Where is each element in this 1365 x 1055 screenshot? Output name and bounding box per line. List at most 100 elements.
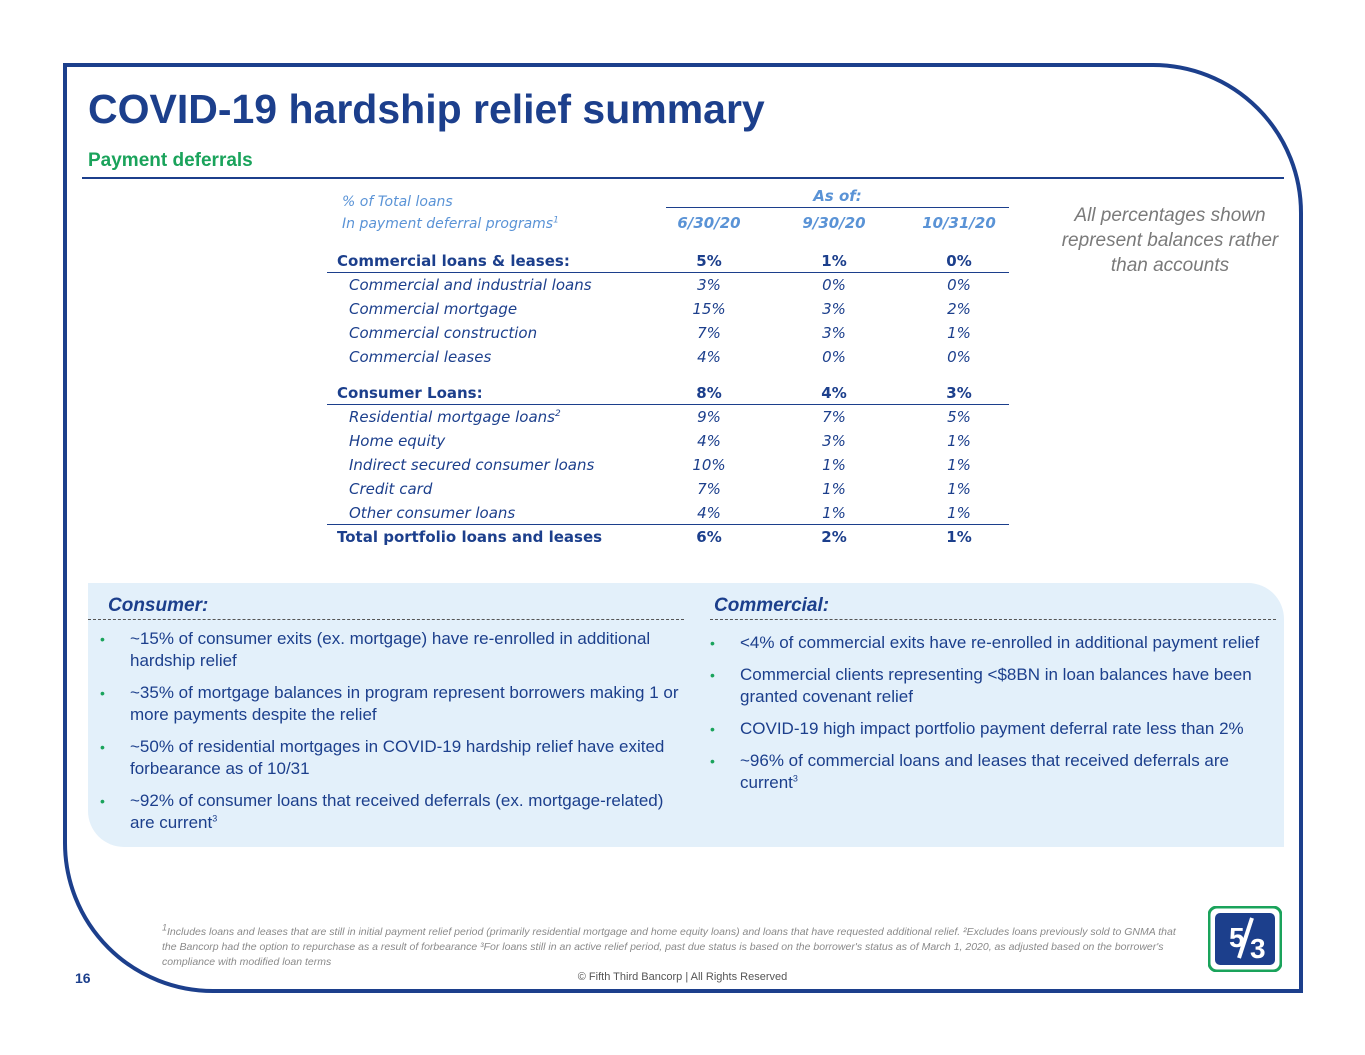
row-label-text: Commercial leases bbox=[349, 348, 492, 366]
bullet-dot-icon: • bbox=[100, 739, 105, 755]
row-value: 1% bbox=[947, 324, 971, 342]
row-label: Residential mortgage loans2 bbox=[349, 408, 561, 426]
row-value: 1% bbox=[947, 456, 971, 474]
row-label: Other consumer loans bbox=[349, 504, 515, 522]
row-value: 3% bbox=[822, 324, 846, 342]
bullet-text: Commercial clients representing <$8BN in… bbox=[740, 665, 1252, 706]
row-label: Commercial loans & leases: bbox=[337, 252, 570, 270]
bullet-dot-icon: • bbox=[710, 667, 715, 683]
summary-panel: Consumer: • ~15% of consumer exits (ex. m… bbox=[88, 583, 1284, 847]
slide-frame bbox=[63, 63, 1303, 993]
row-value: 0% bbox=[947, 276, 971, 294]
bullet-footnote-marker: 3 bbox=[792, 773, 798, 784]
row-value: 1% bbox=[822, 480, 846, 498]
bullet-text: ~50% of residential mortgages in COVID-1… bbox=[130, 737, 665, 778]
row-value: 4% bbox=[697, 432, 721, 450]
row-label-text: Home equity bbox=[349, 432, 446, 450]
row-value: 1% bbox=[947, 432, 971, 450]
row-value: 5% bbox=[947, 408, 971, 426]
bullet-text: ~96% of commercial loans and leases that… bbox=[740, 751, 1230, 792]
row-value: 7% bbox=[697, 324, 721, 342]
row-label: Credit card bbox=[349, 480, 432, 498]
table-row: Commercial loans & leases: 5% 1% 0% bbox=[327, 250, 1009, 273]
page-number: 16 bbox=[75, 970, 91, 986]
commercial-bullet: • COVID-19 high impact portfolio payment … bbox=[710, 718, 1276, 740]
row-value: 1% bbox=[947, 480, 971, 498]
consumer-bullet: • ~15% of consumer exits (ex. mortgage) h… bbox=[100, 628, 690, 672]
table-row: Commercial leases 4% 0% 0% bbox=[327, 346, 1009, 369]
row-value: 1% bbox=[821, 252, 847, 270]
row-value: 0% bbox=[822, 276, 846, 294]
table-row: Residential mortgage loans2 9% 7% 5% bbox=[327, 406, 1009, 429]
row-value: 6% bbox=[696, 528, 722, 546]
row-label: Consumer Loans: bbox=[337, 384, 483, 402]
bullet-footnote-marker: 3 bbox=[212, 813, 218, 824]
row-label: Commercial mortgage bbox=[349, 300, 517, 318]
row-value: 7% bbox=[822, 408, 846, 426]
commercial-bullet: • <4% of commercial exits have re-enrolle… bbox=[710, 632, 1276, 654]
commercial-title: Commercial: bbox=[714, 595, 830, 616]
row-value: 8% bbox=[696, 384, 722, 402]
bullet-text: ~92% of consumer loans that received def… bbox=[130, 791, 664, 832]
row-value: 0% bbox=[947, 348, 971, 366]
row-label-text: Commercial loans & leases: bbox=[337, 252, 570, 270]
copyright: © Fifth Third Bancorp | All Rights Reser… bbox=[577, 971, 788, 983]
table-row: Home equity 4% 3% 1% bbox=[327, 430, 1009, 453]
row-value: 2% bbox=[947, 300, 971, 318]
consumer-bullet: • ~92% of consumer loans that received de… bbox=[100, 790, 690, 834]
page-title: COVID-19 hardship relief summary bbox=[88, 86, 765, 132]
row-label-text: Residential mortgage loans bbox=[349, 408, 555, 426]
row-label-text: Commercial mortgage bbox=[349, 300, 518, 318]
commercial-bullet: • ~96% of commercial loans and leases tha… bbox=[710, 750, 1276, 794]
footnote-text: Includes loans and leases that are still… bbox=[162, 926, 1176, 968]
header-footnote-marker: 1 bbox=[553, 215, 559, 226]
row-value: 4% bbox=[697, 504, 721, 522]
svg-text:5: 5 bbox=[1229, 922, 1245, 953]
header-line-2-text: In payment deferral programs bbox=[342, 216, 554, 232]
row-label-text: Total portfolio loans and leases bbox=[337, 528, 603, 546]
consumer-bullet: • ~35% of mortgage balances in program re… bbox=[100, 682, 690, 726]
as-of-label: As of: bbox=[813, 187, 862, 205]
row-label: Commercial and industrial loans bbox=[349, 276, 592, 294]
row-label-text: Indirect secured consumer loans bbox=[349, 456, 595, 474]
bullet-dot-icon: • bbox=[100, 631, 105, 647]
table-row: Commercial and industrial loans 3% 0% 0% bbox=[327, 274, 1009, 297]
bullet-dot-icon: • bbox=[710, 635, 715, 651]
header-line-1: % of Total loans bbox=[342, 194, 453, 210]
row-value: 3% bbox=[822, 300, 846, 318]
table-row: Other consumer loans 4% 1% 1% bbox=[327, 502, 1009, 525]
side-note: All percentages shown represent balances… bbox=[1061, 205, 1279, 276]
row-value: 5% bbox=[696, 252, 722, 270]
bullet-dot-icon: • bbox=[710, 753, 715, 769]
row-value: 4% bbox=[821, 384, 847, 402]
row-value: 4% bbox=[697, 348, 721, 366]
column-header: 10/31/20 bbox=[922, 214, 996, 232]
row-label: Commercial construction bbox=[349, 324, 537, 342]
row-label-text: Commercial construction bbox=[349, 324, 538, 342]
row-label: Total portfolio loans and leases bbox=[337, 528, 602, 546]
bullet-text: COVID-19 high impact portfolio payment d… bbox=[740, 719, 1244, 738]
footnote-marker: 1 bbox=[162, 922, 168, 933]
row-value: 7% bbox=[697, 480, 721, 498]
commercial-divider bbox=[710, 619, 1276, 620]
row-value: 10% bbox=[692, 456, 726, 474]
row-label-text: Credit card bbox=[349, 480, 433, 498]
bullet-text: <4% of commercial exits have re-enrolled… bbox=[740, 633, 1260, 652]
consumer-bullet: • ~50% of residential mortgages in COVID-… bbox=[100, 736, 690, 780]
footnote: 1Includes loans and leases that are stil… bbox=[162, 922, 1192, 970]
row-value: 3% bbox=[822, 432, 846, 450]
table-row: Commercial construction 7% 3% 1% bbox=[327, 322, 1009, 345]
fifth-third-logo: 5 3 bbox=[1208, 906, 1282, 972]
header-line-2: In payment deferral programs1 bbox=[342, 213, 559, 235]
table-row: Indirect secured consumer loans 10% 1% 1% bbox=[327, 454, 1009, 477]
table-header-label: % of Total loans In payment deferral pro… bbox=[342, 191, 559, 235]
column-header: 9/30/20 bbox=[802, 214, 866, 232]
row-value: 1% bbox=[946, 528, 972, 546]
consumer-bullets: • ~15% of consumer exits (ex. mortgage) h… bbox=[100, 628, 690, 844]
consumer-title: Consumer: bbox=[108, 595, 209, 616]
bullet-dot-icon: • bbox=[100, 685, 105, 701]
row-value: 3% bbox=[697, 276, 721, 294]
commercial-bullet: • Commercial clients representing <$8BN i… bbox=[710, 664, 1276, 708]
row-value: 15% bbox=[692, 300, 726, 318]
row-label-text: Other consumer loans bbox=[349, 504, 516, 522]
